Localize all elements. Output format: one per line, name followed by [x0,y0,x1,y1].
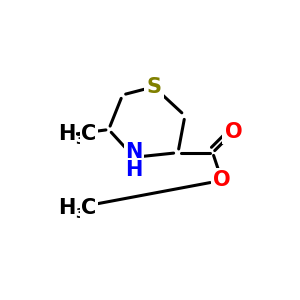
Text: O: O [213,170,231,190]
Text: N: N [125,142,143,161]
Text: H: H [58,124,75,144]
Text: S: S [146,77,161,97]
Text: H: H [58,198,75,218]
Text: H: H [125,160,143,180]
Text: C: C [81,198,97,218]
Text: 3: 3 [75,133,85,147]
Text: O: O [225,122,242,142]
Text: C: C [81,124,97,144]
Text: 3: 3 [75,207,85,221]
